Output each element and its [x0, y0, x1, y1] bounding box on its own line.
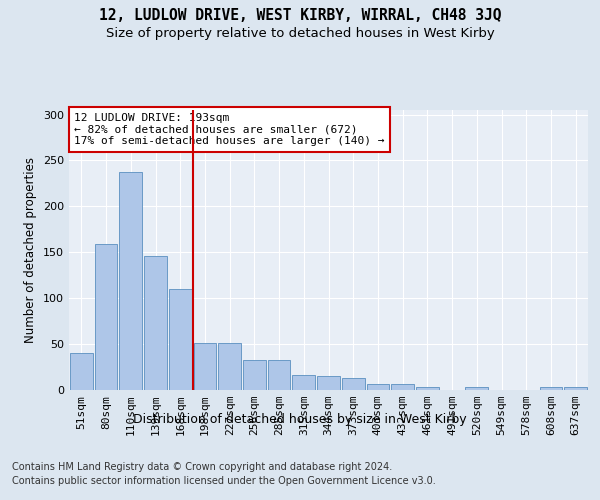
Text: Size of property relative to detached houses in West Kirby: Size of property relative to detached ho… — [106, 28, 494, 40]
Text: 12, LUDLOW DRIVE, WEST KIRBY, WIRRAL, CH48 3JQ: 12, LUDLOW DRIVE, WEST KIRBY, WIRRAL, CH… — [99, 8, 501, 22]
Bar — [70, 354, 93, 390]
Bar — [268, 360, 290, 390]
Text: Distribution of detached houses by size in West Kirby: Distribution of detached houses by size … — [133, 412, 467, 426]
Bar — [169, 289, 191, 390]
Bar — [144, 256, 167, 390]
Bar — [194, 343, 216, 390]
Bar — [466, 387, 488, 390]
Bar — [218, 343, 241, 390]
Bar — [119, 172, 142, 390]
Bar — [367, 384, 389, 390]
Bar — [243, 360, 266, 390]
Bar — [95, 244, 118, 390]
Bar — [539, 387, 562, 390]
Bar — [317, 376, 340, 390]
Bar — [292, 376, 315, 390]
Bar — [416, 387, 439, 390]
Y-axis label: Number of detached properties: Number of detached properties — [25, 157, 37, 343]
Bar — [342, 378, 365, 390]
Bar — [564, 387, 587, 390]
Text: 12 LUDLOW DRIVE: 193sqm
← 82% of detached houses are smaller (672)
17% of semi-d: 12 LUDLOW DRIVE: 193sqm ← 82% of detache… — [74, 113, 385, 146]
Text: Contains public sector information licensed under the Open Government Licence v3: Contains public sector information licen… — [12, 476, 436, 486]
Text: Contains HM Land Registry data © Crown copyright and database right 2024.: Contains HM Land Registry data © Crown c… — [12, 462, 392, 472]
Bar — [391, 384, 414, 390]
